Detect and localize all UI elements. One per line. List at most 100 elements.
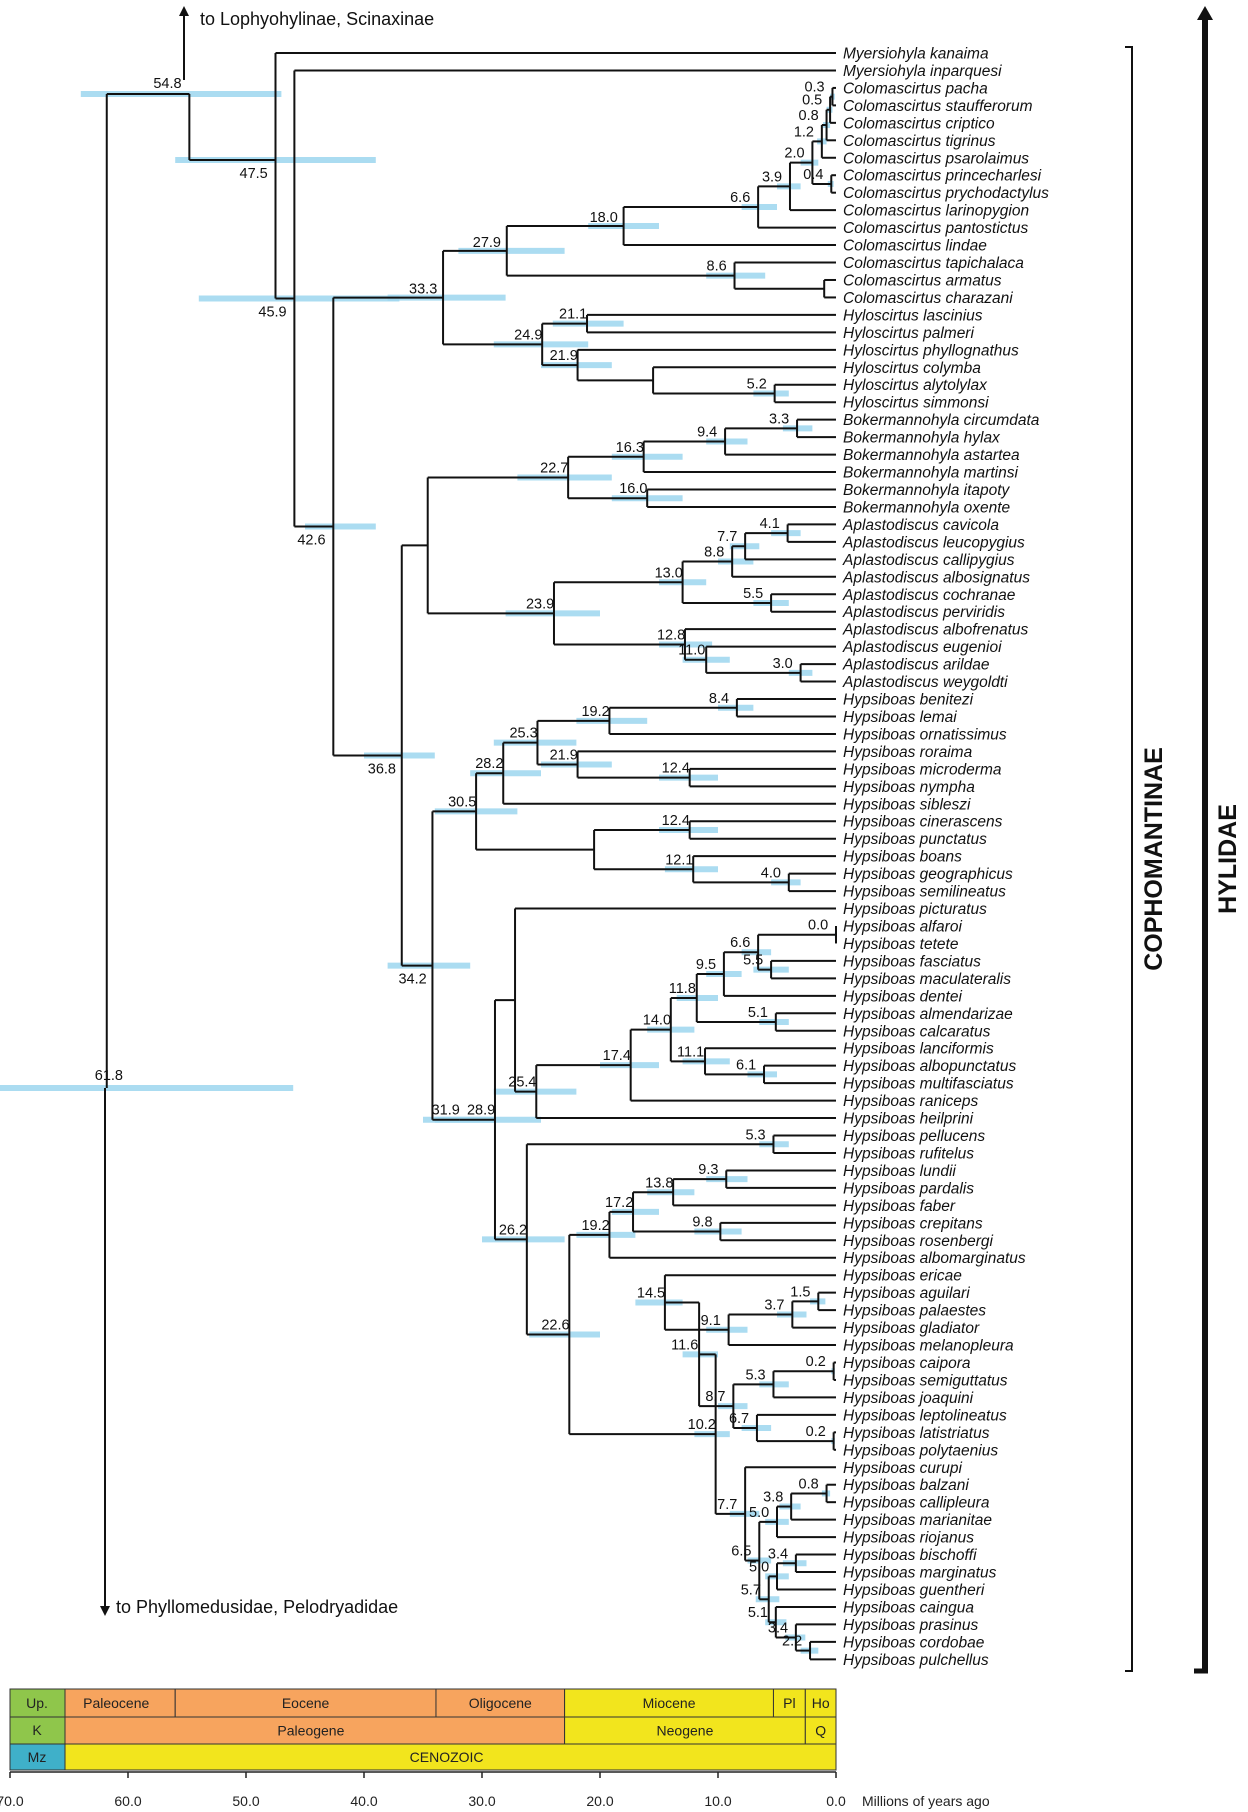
- node-age-label: 5.1: [748, 1605, 768, 1621]
- tip-label: Hypsiboas pulchellus: [843, 1652, 989, 1669]
- node-age-label: 21.9: [550, 747, 578, 763]
- tip-label: Hyloscirtus colymba: [843, 360, 981, 377]
- tip-label: Hypsiboas riojanus: [843, 1530, 974, 1547]
- node-age-label: 3.4: [768, 1546, 788, 1562]
- bottom-arrow: to Phyllomedusidae, Pelodryadidae: [100, 1088, 398, 1617]
- node-age-label: 13.8: [645, 1175, 673, 1191]
- tip-label: Hypsiboas heilprini: [843, 1111, 974, 1128]
- node-age-label: 0.0: [808, 918, 828, 934]
- tip-label: Hypsiboas latistriatus: [843, 1425, 990, 1442]
- node-age-label: 54.8: [153, 76, 181, 92]
- tip-label: Colomascirtus pantostictus: [843, 220, 1028, 237]
- node-age-label: 11.6: [671, 1337, 698, 1353]
- axis-tick-label: 10.0: [704, 1793, 731, 1809]
- node-age-label: 5.2: [747, 376, 767, 392]
- node-age-label: 34.2: [398, 972, 426, 988]
- hylidae-bracket: HYLIDAE: [1194, 6, 1242, 1674]
- node-age-label: 11.8: [669, 981, 696, 997]
- tip-label: Hypsiboas geographicus: [843, 866, 1013, 883]
- tip-label: Colomascirtus charazani: [843, 290, 1013, 307]
- tip-label: Hypsiboas nympha: [843, 779, 975, 796]
- tip-label: Bokermannohyla itapoty: [843, 482, 1011, 499]
- tip-label: Hypsiboas boans: [843, 849, 962, 866]
- time-axis: 70.0 60.0 50.0 40.0 30.0 20.0 10.0 0.0: [0, 1771, 846, 1809]
- tip-label: Aplastodiscus cochranae: [842, 587, 1016, 604]
- tip-label: Myersiohyla inparquesi: [843, 63, 1002, 80]
- tip-label: Hypsiboas albopunctatus: [843, 1058, 1016, 1075]
- node-age-label: 42.6: [297, 533, 325, 549]
- node-age-label: 6.6: [730, 935, 750, 951]
- tip-label: Hypsiboas joaquini: [843, 1390, 974, 1407]
- tip-label: Bokermannohyla circumdata: [843, 412, 1040, 429]
- tip-label: Hypsiboas picturatus: [843, 901, 987, 918]
- timescale-label: Q: [815, 1723, 826, 1739]
- axis-tick-label: 20.0: [586, 1793, 613, 1809]
- mesozoic-cell: [9, 1743, 66, 1771]
- cretaceous-cell: [9, 1716, 66, 1745]
- node-age-label: 0.4: [803, 167, 823, 183]
- tip-label: Hyloscirtus palmeri: [843, 325, 974, 342]
- node-age-label: 13.0: [655, 565, 683, 581]
- node-age-label: 3.4: [768, 1620, 788, 1636]
- tip-label: Hyloscirtus phyllognathus: [843, 342, 1019, 359]
- node-age-label: 22.7: [540, 460, 568, 476]
- node-age-label: 21.9: [550, 348, 578, 364]
- tip-label: Hypsiboas prasinus: [843, 1617, 979, 1634]
- tip-label: Hypsiboas tetete: [843, 936, 959, 953]
- tip-label: Hypsiboas roraima: [843, 744, 973, 761]
- node-age-label: 2.0: [784, 146, 804, 162]
- tip-label: Hypsiboas albomarginatus: [843, 1250, 1026, 1267]
- node-age-label: 8.4: [709, 691, 729, 707]
- node-age-label: 9.3: [698, 1162, 718, 1178]
- timescale-block: [564, 1688, 774, 1718]
- node-age-label: 12.1: [665, 852, 693, 868]
- tip-label: Myersiohyla kanaima: [843, 46, 989, 63]
- node-age-label: 0.2: [806, 1354, 826, 1370]
- tip-label: Aplastodiscus callipygius: [842, 552, 1015, 569]
- cophomantinae-bracket: COPHOMANTINAE: [1125, 46, 1168, 1672]
- axis-tick-label: 50.0: [232, 1793, 259, 1809]
- tip-label: Hypsiboas ericae: [843, 1268, 962, 1285]
- tip-label: Aplastodiscus leucopygius: [842, 534, 1025, 551]
- tip-label: Hypsiboas benitezi: [843, 692, 974, 709]
- timescale-block: [804, 1688, 837, 1718]
- tip-label: Hypsiboas aguilari: [843, 1285, 970, 1302]
- tip-label: Aplastodiscus eugenioi: [842, 639, 1002, 656]
- timescale-block: [804, 1716, 837, 1745]
- tip-label: Hyloscirtus simmonsi: [843, 395, 989, 412]
- node-age-label: 5.1: [748, 1005, 768, 1021]
- node-age-label: 26.2: [499, 1222, 527, 1238]
- node-age-label: 19.2: [581, 704, 609, 720]
- geologic-timescale: Paleocene Eocene Oligocene Miocene Pl Ho Paleo…: [0, 1688, 990, 1809]
- branches: [105, 52, 837, 1661]
- node-age-label: 8.6: [707, 259, 727, 275]
- node-age-label: 0.3: [804, 80, 824, 96]
- node-age-label: 2.2: [782, 1634, 802, 1650]
- node-age-label: 1.5: [790, 1284, 810, 1300]
- tip-label: Colomascirtus larinopygion: [843, 203, 1029, 220]
- axis-tick-label: 30.0: [468, 1793, 495, 1809]
- node-age-label: 6.7: [729, 1411, 749, 1427]
- node-age-label: 11.1: [677, 1044, 704, 1060]
- tip-label: Bokermannohyla oxente: [843, 499, 1011, 516]
- tip-label: Hypsiboas pellucens: [843, 1128, 985, 1145]
- tip-label: Hypsiboas balzani: [843, 1477, 969, 1494]
- node-age-label: 5.5: [743, 586, 763, 602]
- node-age-label: 47.5: [240, 166, 268, 182]
- tip-label: Hypsiboas rufitelus: [843, 1145, 974, 1162]
- tip-label: Colomascirtus princecharlesi: [843, 168, 1042, 185]
- row-label-up: Up.: [26, 1695, 48, 1711]
- tip-label: Aplastodiscus weygoldti: [842, 674, 1008, 691]
- tip-label: Hypsiboas caingua: [843, 1599, 974, 1616]
- axis-label: Millions of years ago: [862, 1793, 990, 1809]
- node-age-label: 9.4: [697, 424, 717, 440]
- node-age-label: 4.1: [760, 516, 780, 532]
- node-age-label: 9.5: [696, 957, 716, 973]
- node-age-label: 6.6: [730, 190, 750, 206]
- node-age-label: 10.2: [688, 1417, 716, 1433]
- tip-label: Bokermannohyla hylax: [843, 430, 1001, 447]
- node-age-label: 14.5: [637, 1285, 665, 1301]
- node-age-label: 22.6: [541, 1317, 569, 1333]
